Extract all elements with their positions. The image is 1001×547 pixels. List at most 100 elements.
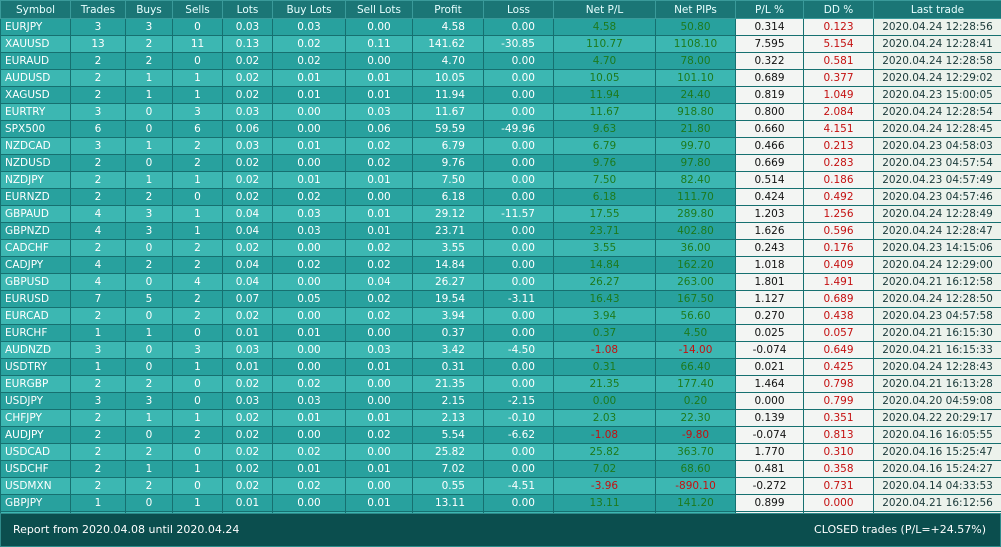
table-row: EURJPY 3 3 0 0.03 0.03 0.00 4.58 0.00 4.58 50.80 0.…: [0, 18, 1001, 36]
table-cell: 1.018: [735, 256, 804, 274]
table-cell: 0.01: [272, 86, 346, 104]
table-cell: 1: [125, 137, 173, 155]
table-cell: 0.00: [345, 392, 413, 410]
table-cell: 3: [172, 103, 223, 121]
table-cell: 0.899: [735, 494, 804, 512]
table-cell: 1: [172, 69, 223, 87]
column-header: P/L %: [735, 0, 804, 19]
table-cell: 1: [70, 494, 126, 512]
table-cell: 0.00: [483, 154, 554, 172]
table-cell: 0.358: [803, 460, 874, 478]
table-cell: 0.649: [803, 341, 874, 359]
table-cell: 0.02: [222, 307, 273, 325]
closed-summary: CLOSED trades (P/L=+24.57%): [814, 523, 986, 536]
table-cell: 0.01: [345, 205, 413, 223]
table-cell: 3: [70, 18, 126, 36]
table-cell: 0.492: [803, 188, 874, 206]
table-cell: 2020.04.21 16:15:30: [873, 324, 1001, 342]
table-row: AUDJPY 2 0 2 0.02 0.00 0.02 5.54 -6.62 -1.08 -9.80…: [0, 426, 1001, 444]
table-cell: 0.01: [272, 69, 346, 87]
table-cell: -2.15: [483, 392, 554, 410]
table-cell: 0.00: [272, 358, 346, 376]
table-cell: 4: [70, 273, 126, 291]
table-cell: 2020.04.24 12:28:41: [873, 35, 1001, 53]
table-cell: -0.10: [483, 409, 554, 427]
table-cell: 1: [70, 324, 126, 342]
table-cell: 1: [125, 171, 173, 189]
table-cell: 82.40: [655, 171, 736, 189]
table-row: EURNZD 2 2 0 0.02 0.02 0.00 6.18 0.00 6.18 111.70 0…: [0, 188, 1001, 206]
table-cell: 2: [70, 443, 126, 461]
table-cell: XAGUSD: [0, 86, 71, 104]
table-cell: 402.80: [655, 222, 736, 240]
table-cell: 2: [125, 375, 173, 393]
table-cell: 2020.04.16 16:05:55: [873, 426, 1001, 444]
table-cell: 0.00: [483, 324, 554, 342]
table-cell: 2.03: [553, 409, 656, 427]
table-cell: 0.00: [345, 188, 413, 206]
table-row: EURCHF 1 1 0 0.01 0.01 0.00 0.37 0.00 0.37 4.50 0.0…: [0, 324, 1001, 342]
table-cell: 0.02: [222, 477, 273, 495]
table-cell: NZDJPY: [0, 171, 71, 189]
table-row: AUDNZD 3 0 3 0.03 0.00 0.03 3.42 -4.50 -1.08 -14.0…: [0, 341, 1001, 359]
table-cell: 1: [125, 324, 173, 342]
table-row: USDMXN 2 2 0 0.02 0.02 0.00 0.55 -4.51 -3.96 -890.…: [0, 477, 1001, 495]
table-cell: 0.00: [483, 137, 554, 155]
table-cell: 0.04: [222, 273, 273, 291]
table-cell: 0.00: [483, 307, 554, 325]
table-cell: 4.70: [553, 52, 656, 70]
table-cell: 0: [125, 307, 173, 325]
table-cell: 110.77: [553, 35, 656, 53]
table-cell: 167.50: [655, 290, 736, 308]
table-cell: 0.000: [803, 494, 874, 512]
column-header: Profit: [412, 0, 484, 19]
table-cell: EURJPY: [0, 18, 71, 36]
table-row: EURUSD 7 5 2 0.07 0.05 0.02 19.54 -3.11 16.43 167.…: [0, 290, 1001, 308]
table-cell: 2: [70, 460, 126, 478]
table-cell: 0.00: [272, 103, 346, 121]
table-cell: 2: [70, 409, 126, 427]
table-cell: 0.351: [803, 409, 874, 427]
table-cell: 5.154: [803, 35, 874, 53]
table-cell: 2: [172, 307, 223, 325]
table-cell: 0.03: [272, 222, 346, 240]
column-header: Sell Lots: [345, 0, 413, 19]
table-cell: 2020.04.24 12:28:47: [873, 222, 1001, 240]
table-cell: 4.58: [553, 18, 656, 36]
table-cell: 11.67: [412, 103, 484, 121]
table-cell: 2: [70, 52, 126, 70]
table-cell: 6.79: [412, 137, 484, 155]
table-cell: 2.13: [412, 409, 484, 427]
table-cell: 9.76: [553, 154, 656, 172]
table-cell: 4: [70, 222, 126, 240]
table-cell: 0.424: [735, 188, 804, 206]
table-row: USDJPY 3 3 0 0.03 0.03 0.00 2.15 -2.15 0.00 0.20 0.…: [0, 392, 1001, 410]
table-cell: 0.139: [735, 409, 804, 427]
table-cell: 1: [172, 222, 223, 240]
table-cell: 0: [125, 120, 173, 138]
table-cell: 0.283: [803, 154, 874, 172]
table-cell: 0: [172, 188, 223, 206]
table-cell: 0.02: [272, 35, 346, 53]
table-cell: GBPUSD: [0, 273, 71, 291]
table-cell: EURAUD: [0, 52, 71, 70]
table-cell: 0.01: [345, 86, 413, 104]
table-cell: 4: [70, 205, 126, 223]
table-cell: 0.55: [412, 477, 484, 495]
table-body: EURJPY 3 3 0 0.03 0.03 0.00 4.58 0.00 4.58 50.80 0.…: [0, 18, 1001, 546]
table-cell: 7.02: [553, 460, 656, 478]
table-cell: 2: [172, 137, 223, 155]
table-cell: 11.94: [412, 86, 484, 104]
table-cell: 6: [70, 120, 126, 138]
table-cell: 0.02: [345, 239, 413, 257]
table-cell: 0.02: [222, 69, 273, 87]
table-cell: 363.70: [655, 443, 736, 461]
table-cell: AUDUSD: [0, 69, 71, 87]
table-cell: 0.00: [483, 358, 554, 376]
table-cell: 1.127: [735, 290, 804, 308]
table-cell: 1: [125, 69, 173, 87]
table-cell: 0: [172, 477, 223, 495]
table-cell: 3: [70, 137, 126, 155]
table-cell: EURTRY: [0, 103, 71, 121]
table-cell: 1: [172, 358, 223, 376]
